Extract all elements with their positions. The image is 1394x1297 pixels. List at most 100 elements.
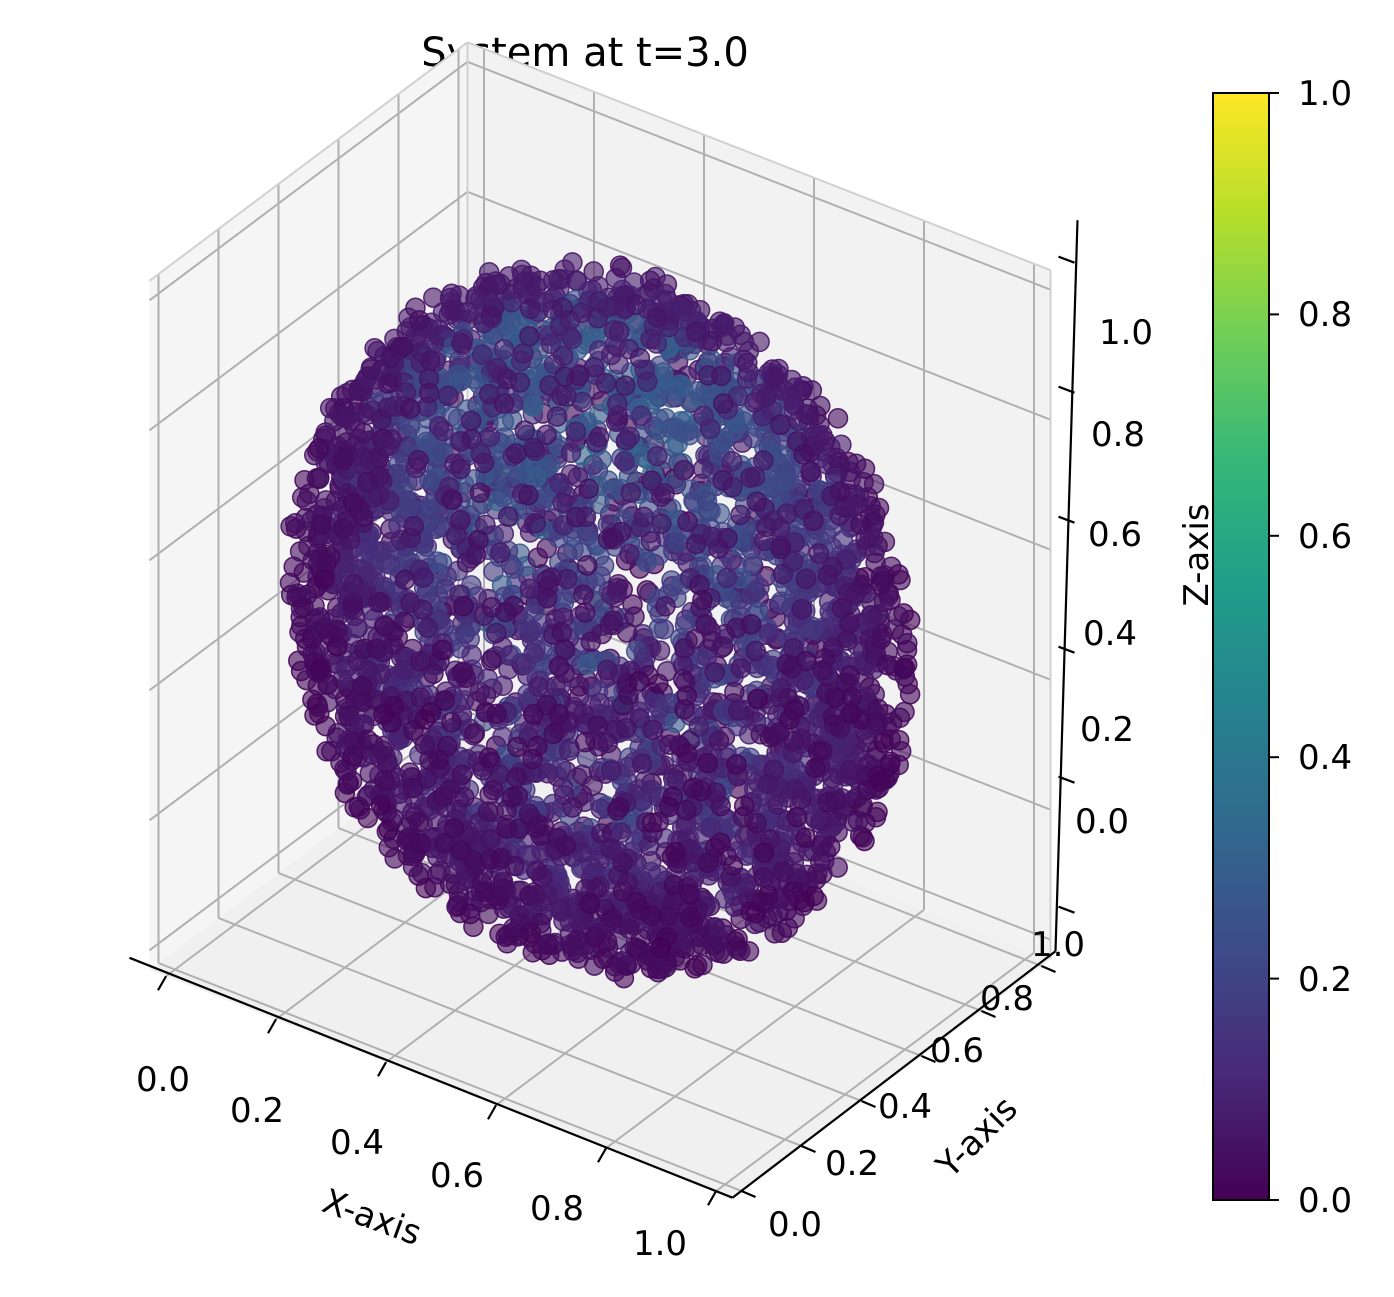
data-point xyxy=(540,333,562,355)
data-point xyxy=(626,938,648,959)
y-tick xyxy=(981,1009,996,1018)
data-point xyxy=(764,366,785,388)
colorbar-tick-labels: 0.0 0.2 0.4 0.6 0.8 1.0 xyxy=(1298,74,1352,1221)
data-point xyxy=(459,903,481,925)
data-point xyxy=(576,555,598,576)
data-point xyxy=(551,385,572,406)
data-point xyxy=(733,331,755,353)
data-point xyxy=(419,469,440,491)
data-point xyxy=(555,835,577,856)
data-point xyxy=(368,484,389,506)
data-point xyxy=(620,482,642,504)
data-point xyxy=(523,642,544,664)
data-point xyxy=(373,641,394,663)
x-tick xyxy=(377,1061,387,1077)
data-point xyxy=(708,730,730,752)
y-tick-label: 0.4 xyxy=(878,1087,932,1127)
data-point xyxy=(795,827,816,848)
data-point xyxy=(822,706,844,727)
data-point xyxy=(546,406,568,427)
axis-lines xyxy=(129,220,1079,1206)
z-axis-line xyxy=(1054,220,1079,952)
data-point xyxy=(648,673,669,695)
data-point xyxy=(572,584,594,605)
data-point xyxy=(730,658,752,679)
data-point xyxy=(662,786,684,808)
data-point xyxy=(839,665,860,686)
data-point xyxy=(759,726,781,748)
data-point xyxy=(503,595,524,617)
data-point xyxy=(342,593,364,614)
data-point xyxy=(486,622,507,644)
data-point xyxy=(893,658,915,680)
data-point xyxy=(604,295,625,316)
data-point xyxy=(414,734,435,755)
data-point xyxy=(693,405,714,427)
data-point xyxy=(423,663,444,684)
x-tick-label: 0.2 xyxy=(230,1091,284,1131)
data-point xyxy=(640,905,662,926)
data-point xyxy=(519,325,540,347)
grid-line xyxy=(218,917,802,1147)
data-point xyxy=(548,704,570,725)
x-tick-labels: 0.0 0.2 0.4 0.6 0.8 1.0 xyxy=(136,1060,687,1264)
data-point xyxy=(478,383,500,405)
data-point xyxy=(369,466,390,488)
data-point xyxy=(779,709,800,730)
data-point xyxy=(506,443,527,464)
data-point xyxy=(562,797,583,818)
data-point xyxy=(541,567,562,588)
data-point xyxy=(863,473,885,495)
data-point xyxy=(674,614,696,636)
data-point xyxy=(791,598,813,620)
data-point xyxy=(450,509,471,531)
x-tick-label: 1.0 xyxy=(633,1224,687,1264)
data-point xyxy=(567,929,588,951)
data-point xyxy=(672,460,694,481)
data-point xyxy=(352,402,374,424)
data-point xyxy=(437,735,458,757)
data-point xyxy=(690,597,712,618)
data-point xyxy=(514,420,536,441)
colorbar-tick-label: 0.0 xyxy=(1298,1181,1352,1221)
data-point xyxy=(873,591,895,613)
data-point xyxy=(593,555,615,576)
data-point xyxy=(629,670,650,692)
data-point xyxy=(461,644,482,666)
data-point xyxy=(279,572,301,594)
data-point xyxy=(784,779,806,800)
y-tick-label: 1.0 xyxy=(1031,925,1085,965)
data-point xyxy=(520,298,541,320)
x-tick xyxy=(487,1104,497,1120)
z-tick xyxy=(1058,385,1075,394)
data-point xyxy=(400,491,422,513)
data-point xyxy=(372,740,393,761)
x-tick xyxy=(267,1018,277,1034)
data-point xyxy=(733,795,755,817)
data-point xyxy=(782,880,804,902)
data-point xyxy=(600,838,622,859)
data-point xyxy=(855,529,876,550)
data-point xyxy=(368,447,390,468)
data-point xyxy=(575,506,597,527)
data-point xyxy=(527,735,548,757)
data-point xyxy=(434,690,455,711)
data-point xyxy=(408,449,429,471)
data-point xyxy=(507,736,528,758)
data-point xyxy=(616,622,638,643)
data-point xyxy=(685,533,707,555)
data-point xyxy=(712,470,733,491)
data-point xyxy=(572,391,593,413)
data-point xyxy=(508,818,530,840)
data-point xyxy=(626,892,647,913)
data-point xyxy=(370,663,392,685)
data-point xyxy=(528,676,549,697)
data-point xyxy=(552,492,573,514)
data-point xyxy=(552,345,574,367)
data-point xyxy=(451,840,472,861)
data-point xyxy=(758,885,779,906)
data-point xyxy=(443,818,465,839)
data-point xyxy=(683,777,704,798)
colorbar-ticks xyxy=(1269,92,1279,1201)
z-tick xyxy=(1058,645,1075,654)
